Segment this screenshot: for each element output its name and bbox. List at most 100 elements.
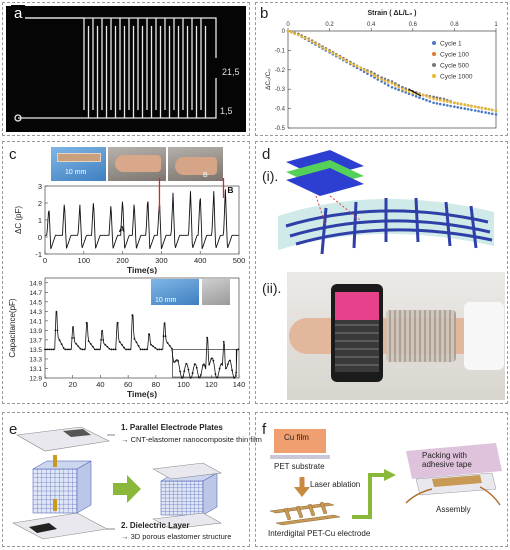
x-tick-label: 120 [205, 380, 218, 389]
callout-dielectric-title: 2. Dielectric Layer [121, 521, 190, 530]
data-point [212, 359, 215, 362]
data-point [89, 342, 92, 345]
data-point [397, 85, 400, 89]
data-point [480, 106, 484, 110]
y-tick-label: -0.5 [275, 126, 286, 132]
data-point [438, 102, 442, 106]
y-tick-label: 2 [38, 199, 42, 208]
data-point [376, 76, 380, 79]
x-tick-label: 80 [152, 380, 160, 389]
data-point [64, 348, 67, 351]
x-tick-label: 0.4 [367, 22, 376, 28]
data-point [214, 373, 217, 376]
data-point [50, 348, 53, 351]
contact-pad-bottom [14, 114, 22, 122]
data-point [121, 343, 123, 346]
panel-d-label: d [262, 146, 271, 163]
data-point [104, 343, 107, 346]
data-point [87, 340, 90, 342]
data-point [210, 357, 213, 360]
data-point [487, 107, 491, 111]
data-point [418, 96, 421, 99]
data-point [177, 360, 179, 362]
electrode-frame-bottom [18, 78, 217, 119]
data-point [181, 377, 184, 379]
x-tick-label: 300 [155, 256, 168, 265]
data-point [404, 87, 408, 90]
data-point [158, 348, 161, 351]
data-point [383, 77, 387, 81]
data-point [435, 96, 439, 99]
x-axis-label: Strain ( ΔL/L₀ ) [367, 10, 416, 17]
x-tick-label: 100 [78, 256, 91, 265]
data-point [453, 101, 456, 105]
chart-c-bottom-frame [44, 277, 240, 379]
data-point [428, 96, 432, 99]
data-point [193, 363, 196, 366]
panel-c-label: c [9, 146, 17, 163]
panel-b-label: b [260, 5, 269, 22]
data-point [466, 107, 470, 111]
data-point [66, 348, 69, 351]
data-point [373, 72, 376, 75]
data-point [380, 78, 383, 81]
data-point [102, 339, 105, 341]
data-point [96, 348, 98, 351]
data-point [290, 30, 293, 34]
data-point [401, 87, 404, 91]
legend-marker [432, 41, 436, 45]
data-point [432, 101, 435, 105]
y-axis-label: Capacitance(pF) [8, 298, 17, 357]
data-point [425, 95, 428, 98]
data-point [456, 102, 460, 105]
panel-a-dim-gap: 1,5 [220, 106, 233, 116]
pet-substrate-label: PET substrate [274, 462, 325, 471]
sensor-photo [51, 147, 106, 181]
data-point [463, 107, 467, 110]
y-tick-label: -0.3 [275, 87, 286, 93]
panel-a-dim-width: 21,5 [222, 67, 240, 77]
y-tick-label: -0.2 [275, 68, 286, 74]
data-point [362, 68, 366, 72]
data-point [75, 342, 78, 345]
data-point [79, 347, 82, 350]
data-point [162, 335, 165, 337]
data-point [438, 98, 442, 102]
data-point [386, 80, 390, 84]
data-point [366, 70, 369, 74]
data-point [376, 78, 380, 81]
data-point [401, 85, 404, 89]
data-point [71, 337, 73, 339]
y-tick-label: -0.4 [275, 107, 286, 113]
data-point [195, 366, 198, 369]
data-point [148, 333, 150, 336]
data-point [380, 80, 383, 83]
x-tick-label: 100 [177, 380, 190, 389]
data-point [137, 344, 140, 347]
data-point [108, 347, 111, 350]
data-point [317, 44, 321, 47]
x-tick-label: 40 [96, 380, 104, 389]
data-point [494, 109, 498, 112]
data-point [218, 367, 221, 370]
data-point [373, 74, 376, 77]
data-point [52, 348, 55, 351]
data-point [156, 348, 159, 351]
inset-scale-label: 10 mm [65, 169, 87, 176]
y-tick-label: 14.9 [29, 280, 42, 287]
data-point [286, 29, 290, 33]
data-point [229, 359, 231, 362]
capacitance-trace [45, 310, 239, 379]
data-point [376, 74, 380, 77]
data-point [490, 112, 494, 116]
x-tick-label: 0.2 [325, 22, 334, 28]
data-point [446, 100, 449, 103]
sensor-photo-bottom [151, 279, 199, 305]
data-point [199, 373, 202, 376]
data-point [484, 107, 487, 110]
legend-marker [432, 74, 436, 78]
y-tick-label: 13.7 [29, 337, 42, 344]
data-point [112, 348, 115, 351]
data-point [135, 341, 138, 344]
data-point [459, 102, 463, 106]
